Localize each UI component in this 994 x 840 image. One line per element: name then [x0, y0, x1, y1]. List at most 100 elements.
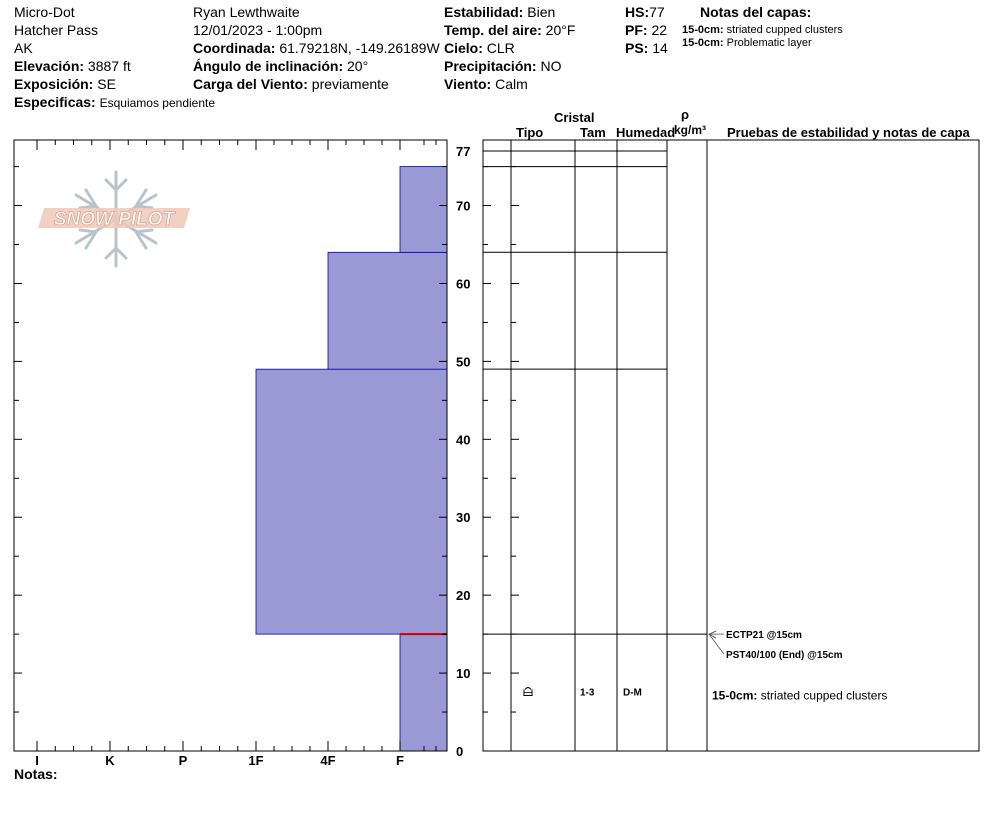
pf-row: PF: 22 [625, 22, 667, 38]
observer-group: Micro-Dot [14, 4, 75, 20]
hardness-bar [399, 633, 448, 752]
observer-name: Ryan Lewthwaite [193, 4, 300, 20]
table-frame [482, 139, 980, 752]
y-tick-label: 40 [456, 432, 470, 447]
layer-note-depth: 15-0cm: [682, 24, 724, 36]
hardness-bar [255, 368, 448, 635]
hardness-bar [399, 166, 448, 253]
snowpilot-logo: SNOW PILOT [36, 170, 196, 270]
hardness-frame [13, 139, 448, 752]
obs-datetime: 12/01/2023 - 1:00pm [193, 22, 323, 38]
wind-row: Viento: Calm [444, 76, 528, 92]
y-tick-label: 20 [456, 588, 470, 603]
precip-label: Precipitación: [444, 58, 537, 74]
layer-note: 15-0cm: striated cupped clusters [682, 24, 843, 37]
chart-frames [13, 139, 980, 752]
specifics-label: Especificas: [14, 94, 96, 110]
snowflake-icon: SNOW PILOT [38, 170, 190, 268]
ps-row: PS: 14 [625, 40, 668, 56]
tests-header: Pruebas de estabilidad y notas de capa [727, 125, 970, 140]
coord-row: Coordinada: 61.79218N, -149.26189W [193, 40, 440, 56]
cristal-header: Cristal [554, 110, 595, 125]
pf-label: PF: [625, 22, 648, 38]
y-tick-label: 30 [456, 510, 470, 525]
wind-value: Calm [495, 76, 528, 92]
wind-label: Viento: [444, 76, 492, 92]
stability-value: Bien [527, 4, 556, 20]
incline-row: Ángulo de inclinación: 20° [193, 58, 368, 74]
incline-label: Ángulo de inclinación: [193, 58, 344, 74]
wind-load-row: Carga del Viento: previamente [193, 76, 389, 92]
wind-load-value: previamente [311, 76, 389, 92]
stability-tests: ECTP21 @15cm PST40/100 (End) @15cm 15-0cm:… [708, 630, 887, 702]
wind-load-label: Carga del Viento: [193, 76, 308, 92]
ps-label: PS: [625, 40, 649, 56]
density-unit: kg/m³ [674, 123, 707, 137]
x-tick-label: I [35, 753, 39, 768]
elevation-label: Elevación: [14, 58, 85, 74]
notes-label: Notas: [14, 766, 58, 782]
y-tick-label: 50 [456, 354, 470, 369]
aspect-row: Exposición: SE [14, 76, 116, 92]
elevation-value: 3887 ft [87, 58, 131, 74]
coord-label: Coordinada: [193, 40, 276, 56]
x-tick-label: F [396, 753, 404, 768]
precip-row: Precipitación: NO [444, 58, 561, 74]
state: AK [14, 40, 33, 56]
stability-test-label: PST40/100 (End) @15cm [726, 650, 843, 661]
x-tick-label: 4F [320, 753, 335, 768]
sky-row: Cielo: CLR [444, 40, 515, 56]
air-temp-row: Temp. del aire: 20°F [444, 22, 575, 38]
tipo-header: Tipo [516, 125, 544, 140]
y-tick-label: 0 [456, 744, 463, 759]
sky-value: CLR [486, 40, 515, 56]
x-tick-label: 1F [248, 753, 263, 768]
y-tick-label: 60 [456, 276, 470, 291]
tam-header: Tam [580, 125, 606, 140]
hs-label: HS: [625, 4, 650, 20]
test-arrowhead [708, 630, 717, 639]
specifics-value: Esquiamos pendiente [99, 96, 216, 110]
test-arrow [708, 633, 725, 655]
layer-comment-text: striated cupped clusters [761, 688, 888, 702]
coord-value: 61.79218N, -149.26189W [279, 40, 440, 56]
stability-label: Estabilidad: [444, 4, 524, 20]
y-tick-label: 77 [456, 144, 470, 159]
x-tick-label: P [179, 753, 188, 768]
pf-value: 22 [651, 22, 668, 38]
crystal-size: 1-3 [580, 688, 595, 699]
hardness-layers [255, 166, 448, 752]
layer-notes-title: Notas del capas: [700, 4, 812, 20]
layer-note: 15-0cm: Problematic layer [682, 37, 812, 50]
crystal-moisture: D-M [623, 688, 642, 699]
hardness-bar [327, 251, 448, 370]
hs-row: HS:77 [625, 4, 665, 20]
air-temp-value: 20°F [545, 22, 576, 38]
aspect-label: Exposición: [14, 76, 94, 92]
humedad-header: Humedad [616, 125, 676, 140]
cup-crystal-icon [523, 687, 533, 697]
ps-value: 14 [652, 40, 668, 56]
precip-value: NO [540, 58, 562, 74]
layer-table: 1-3 D-M [483, 150, 707, 699]
layer-note-text: Problematic layer [726, 37, 812, 49]
layer-note-depth: 15-0cm: [682, 37, 724, 49]
cup-crystal-shape [524, 687, 532, 690]
stability-test-label: ECTP21 @15cm [726, 630, 802, 641]
specifics-row: Especificas: Esquiamos pendiente [14, 94, 215, 111]
layer-comment-depth: 15-0cm: [712, 688, 761, 702]
layer-note-text: striated cupped clusters [726, 24, 843, 36]
chart-axes: I K P 1F 4F F 0 10 20 30 40 50 60 70 77 [14, 140, 519, 768]
y-tick-label: 10 [456, 666, 470, 681]
incline-value: 20° [347, 58, 369, 74]
y-tick-label: 70 [456, 199, 470, 214]
aspect-value: SE [97, 76, 116, 92]
elevation-row: Elevación: 3887 ft [14, 58, 131, 74]
sky-label: Cielo: [444, 40, 483, 56]
stability-row: Estabilidad: Bien [444, 4, 555, 20]
air-temp-label: Temp. del aire: [444, 22, 542, 38]
x-tick-label: K [105, 753, 115, 768]
hs-value: 77 [649, 4, 665, 20]
layer-comment: 15-0cm: striated cupped clusters [712, 688, 887, 702]
